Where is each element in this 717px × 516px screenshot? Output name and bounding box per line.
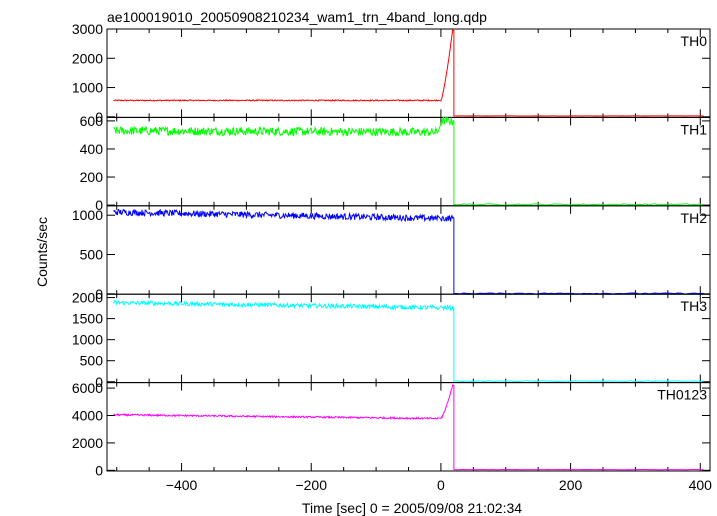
y-tick-label: 4000 (72, 407, 103, 423)
panel-th3: 0 500 1000 1500 2000 TH3 (72, 290, 711, 390)
y-tick-label: 2000 (72, 290, 103, 306)
series-line-th3 (113, 300, 704, 382)
panel-th2: 0 500 1000 TH2 (72, 205, 711, 302)
panel-frame (106, 382, 711, 472)
y-tick-label: 0 (95, 286, 103, 302)
series-line-th2 (113, 208, 704, 295)
y-tick-label: 0 (95, 109, 103, 125)
y-tick-label: 0 (95, 374, 103, 390)
panel-th1: 0 200 400 600 TH1 (80, 113, 711, 213)
series-line-th1 (113, 116, 704, 206)
panel-th0123: 0 2000 4000 6000 TH0123 (72, 380, 711, 478)
series-label-th0123: TH0123 (657, 387, 707, 403)
y-tick-label: 2000 (72, 435, 103, 451)
x-tick-label: −200 (295, 477, 327, 493)
x-tick-label: −400 (166, 477, 198, 493)
panel-th0: 0 1000 2000 3000 TH0 (72, 21, 711, 125)
panel-frame (106, 28, 711, 118)
y-tick-label: 0 (95, 462, 103, 478)
y-tick-label: 500 (80, 247, 104, 263)
series-label-th1: TH1 (681, 121, 708, 137)
y-tick-label: 400 (80, 141, 104, 157)
y-tick-label: 0 (95, 197, 103, 213)
y-tick-label: 600 (80, 113, 104, 129)
y-axis-label: Counts/sec (34, 217, 50, 287)
y-tick-label: 3000 (72, 21, 103, 37)
series-label-th2: TH2 (681, 210, 708, 226)
series-label-th3: TH3 (681, 298, 708, 314)
x-axis-label: Time [sec] 0 = 2005/09/08 21:02:34 (302, 500, 522, 516)
y-tick-label: 1500 (72, 311, 103, 327)
x-tick-label: 400 (689, 477, 713, 493)
y-tick-label: 1000 (72, 207, 103, 223)
y-tick-label: 2000 (72, 50, 103, 66)
y-tick-label: 1000 (72, 80, 103, 96)
y-tick-label: 6000 (72, 380, 103, 396)
series-label-th0: TH0 (681, 33, 708, 49)
chart-title: ae100019010_20050908210234_wam1_trn_4ban… (107, 9, 487, 25)
x-tick-label: 0 (437, 477, 445, 493)
series-line-th0 (113, 29, 704, 117)
y-tick-label: 500 (80, 353, 104, 369)
y-tick-label: 200 (80, 169, 104, 185)
x-tick-label: 200 (559, 477, 583, 493)
y-tick-label: 1000 (72, 332, 103, 348)
series-line-th0123 (113, 384, 704, 471)
